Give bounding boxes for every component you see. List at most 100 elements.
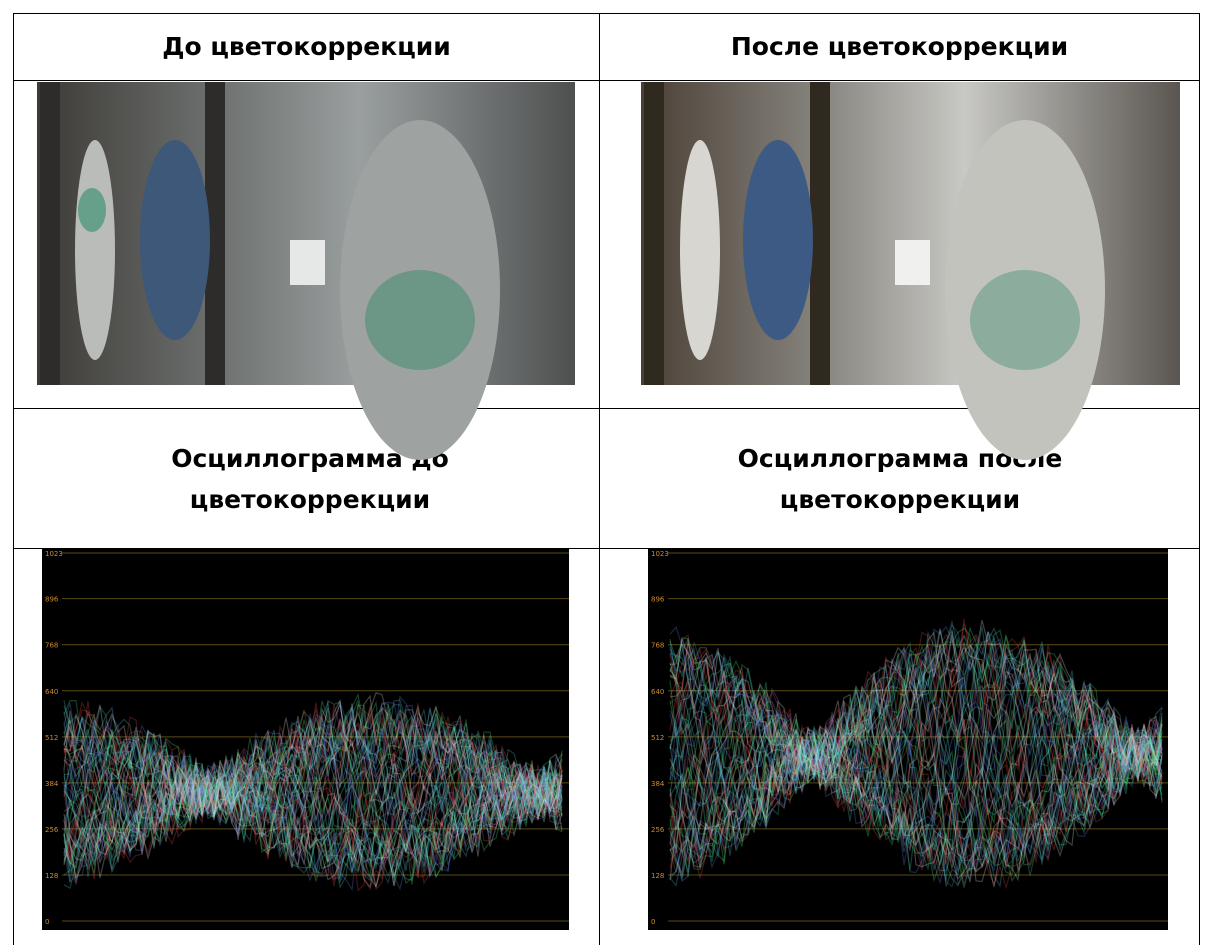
waveform-trace (669, 628, 1163, 866)
waveform-scope (648, 549, 1168, 930)
waveform-trace (669, 623, 1163, 853)
waveform-trace (669, 644, 1163, 885)
waveform-trace (669, 638, 1163, 867)
waveform-trace (63, 705, 563, 870)
waveform-trace (63, 699, 563, 879)
waveform-trace (669, 652, 1163, 881)
scale-label: 640 (45, 688, 58, 696)
waveform-scope (42, 549, 569, 930)
waveform-trace (63, 716, 563, 890)
waveform-trace (669, 644, 1163, 887)
waveform-trace (63, 715, 563, 879)
waveform-trace (669, 635, 1163, 866)
scale-label: 256 (45, 826, 59, 834)
waveform-trace (669, 646, 1163, 868)
waveform-trace (669, 650, 1163, 883)
scale-label: 896 (45, 596, 59, 604)
waveform-trace (669, 631, 1163, 874)
scale-label: 768 (45, 642, 58, 650)
waveform-trace (63, 703, 563, 874)
waveform-trace (63, 703, 563, 874)
waveform-trace (63, 694, 563, 869)
waveform-trace (63, 709, 563, 882)
waveform-trace (63, 702, 563, 879)
waveform-trace (63, 713, 563, 885)
scale-label: 0 (45, 918, 49, 926)
waveform-trace (63, 715, 563, 888)
waveform-trace (669, 657, 1163, 887)
waveform-trace (63, 709, 563, 859)
waveform-trace (63, 700, 563, 873)
waveform-trace (669, 635, 1163, 866)
waveform-trace (669, 638, 1163, 877)
scale-label: 1023 (45, 550, 63, 558)
waveform-trace (63, 717, 563, 882)
waveform-trace (669, 647, 1163, 867)
waveform-trace (63, 716, 563, 872)
scale-label: 768 (651, 642, 664, 650)
cell-header: После цветокоррекции (730, 32, 1069, 61)
waveform-trace (63, 701, 563, 874)
table-border (13, 80, 1200, 81)
table-border (13, 13, 1200, 14)
scale-label: 512 (45, 734, 58, 742)
waveform-trace (669, 618, 1163, 861)
scale-label: 512 (651, 734, 664, 742)
scale-label: 128 (651, 872, 664, 880)
waveform-trace (63, 692, 563, 865)
waveform-trace (63, 713, 563, 891)
waveform-trace (63, 700, 563, 871)
waveform-trace (63, 728, 563, 889)
waveform-trace (669, 633, 1163, 863)
table-border (13, 408, 1200, 409)
waveform-trace (669, 635, 1163, 860)
waveform-trace (669, 648, 1163, 859)
waveform-trace (669, 652, 1163, 888)
waveform-trace (63, 707, 563, 880)
waveform-trace (63, 703, 563, 860)
waveform-trace (63, 699, 563, 876)
waveform-trace (669, 646, 1163, 890)
waveform-trace (63, 706, 563, 883)
waveform-trace (669, 657, 1163, 862)
waveform-trace (669, 659, 1163, 883)
scale-label: 384 (45, 780, 59, 788)
cell-header: Осциллограмма до цветокоррекции (171, 444, 449, 514)
waveform-trace (63, 723, 563, 878)
waveform-trace (63, 703, 563, 868)
scale-label: 1023 (651, 550, 669, 558)
waveform-trace (669, 641, 1163, 888)
waveform-trace (669, 626, 1163, 847)
photo-after (641, 82, 1180, 460)
table-border (1199, 13, 1200, 945)
waveform-trace (63, 726, 563, 891)
waveform-trace (63, 706, 563, 880)
waveform-trace (63, 719, 563, 878)
waveform-trace (63, 709, 563, 889)
waveform-trace (63, 716, 563, 891)
scale-label: 0 (651, 918, 655, 926)
waveform-trace (669, 641, 1163, 885)
scale-label: 128 (45, 872, 58, 880)
waveform-trace (669, 628, 1163, 876)
waveform-trace (669, 619, 1163, 865)
waveform-trace (63, 705, 563, 878)
waveform-trace (669, 630, 1163, 859)
waveform-trace (669, 643, 1163, 882)
waveform-trace (63, 692, 563, 858)
waveform-trace (63, 712, 563, 874)
waveform-trace (63, 710, 563, 886)
waveform-trace (669, 645, 1163, 872)
waveform-trace (669, 627, 1163, 851)
waveform-trace (63, 702, 563, 872)
waveform-trace (669, 646, 1163, 888)
scale-label: 256 (651, 826, 665, 834)
table-border (599, 13, 600, 945)
waveform-trace (669, 631, 1163, 853)
table-border (13, 548, 1200, 549)
waveform-trace (669, 625, 1163, 862)
waveform-trace (63, 717, 563, 887)
waveform-trace (63, 703, 563, 868)
waveform-trace (669, 643, 1163, 858)
